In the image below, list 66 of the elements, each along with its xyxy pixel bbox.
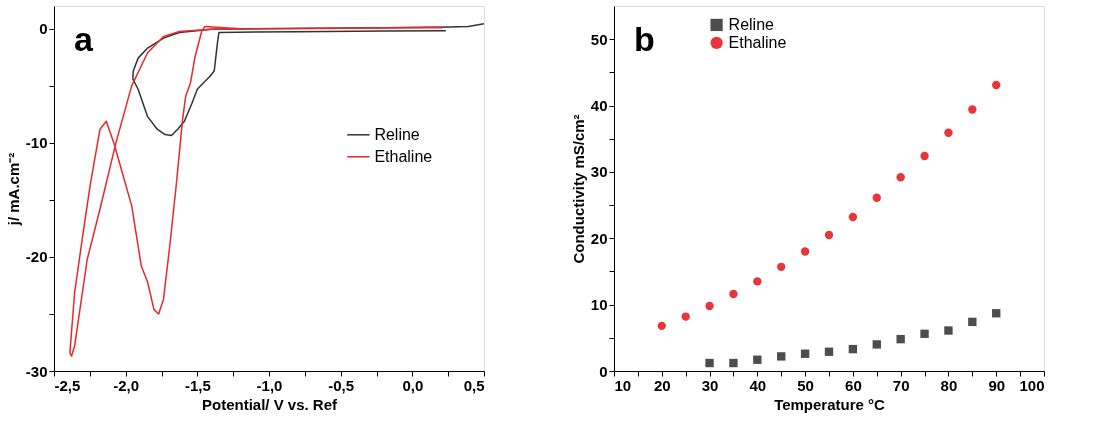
y-tick-label: 0	[39, 20, 48, 38]
point	[896, 334, 905, 344]
point	[681, 312, 690, 321]
x-tick-label: -1,5	[184, 376, 211, 394]
y-tick-label: 0	[599, 362, 608, 380]
point	[920, 151, 929, 161]
point	[944, 128, 953, 137]
point	[872, 193, 881, 202]
line-series	[69, 25, 444, 357]
x-axis-title: Temperature °C	[774, 395, 886, 413]
legend-label: Ethaline	[728, 33, 787, 51]
point	[800, 349, 810, 358]
annotation: a	[74, 20, 94, 58]
point	[705, 358, 714, 368]
y-tick-label: -20	[25, 248, 48, 266]
y-axis-title: j/ mA.cm⁻²	[4, 152, 22, 227]
x-tick-label: -2,5	[54, 376, 81, 394]
x-tick-label: 100	[1019, 376, 1045, 394]
x-tick-label: 60	[845, 376, 862, 394]
x-axis-title: Potential/ V vs. Ref	[201, 395, 339, 413]
x-tick-label: 0,0	[402, 376, 424, 394]
point	[968, 317, 977, 327]
point	[753, 277, 762, 286]
point	[753, 355, 762, 364]
x-tick-label: 80	[940, 376, 958, 394]
point	[848, 212, 858, 222]
point	[705, 301, 714, 311]
point	[944, 326, 953, 335]
y-tick-label: 20	[590, 229, 608, 247]
point	[777, 262, 786, 271]
x-tick-label: 20	[653, 376, 671, 394]
point	[896, 173, 905, 182]
x-tick-label: 70	[892, 376, 910, 394]
x-tick-label: 10	[614, 376, 632, 394]
point	[729, 289, 738, 299]
point	[992, 80, 1001, 90]
y-tick-label: -10	[25, 134, 48, 152]
legend-label: Reline	[728, 15, 775, 33]
point	[920, 329, 929, 339]
point	[824, 230, 834, 240]
annotation: b	[634, 20, 655, 58]
point	[729, 358, 738, 368]
legend-label: Reline	[374, 125, 420, 143]
y-tick-label: -30	[25, 362, 48, 380]
point	[872, 340, 881, 349]
x-tick-label: 0,5	[463, 376, 485, 394]
y-tick-label: 50	[590, 30, 608, 48]
y-tick-label: 10	[590, 296, 608, 314]
y-tick-label: 40	[590, 97, 608, 115]
x-tick-label: -0,5	[328, 376, 355, 394]
point	[657, 321, 666, 331]
legend-label: Ethaline	[374, 147, 433, 165]
point	[848, 344, 858, 354]
x-tick-label: 40	[749, 376, 767, 394]
x-tick-label: -2,0	[113, 376, 140, 394]
x-tick-label: -1,0	[256, 376, 283, 394]
y-tick-label: 30	[590, 163, 608, 181]
x-tick-label: 30	[701, 376, 719, 394]
point	[824, 347, 834, 356]
point	[992, 309, 1001, 318]
point	[968, 105, 977, 114]
point	[800, 247, 810, 256]
y-axis-title: Conductivity mS/cm²	[569, 114, 587, 264]
x-tick-label: 90	[988, 376, 1006, 394]
x-tick-label: 50	[797, 376, 814, 394]
point	[777, 352, 786, 361]
